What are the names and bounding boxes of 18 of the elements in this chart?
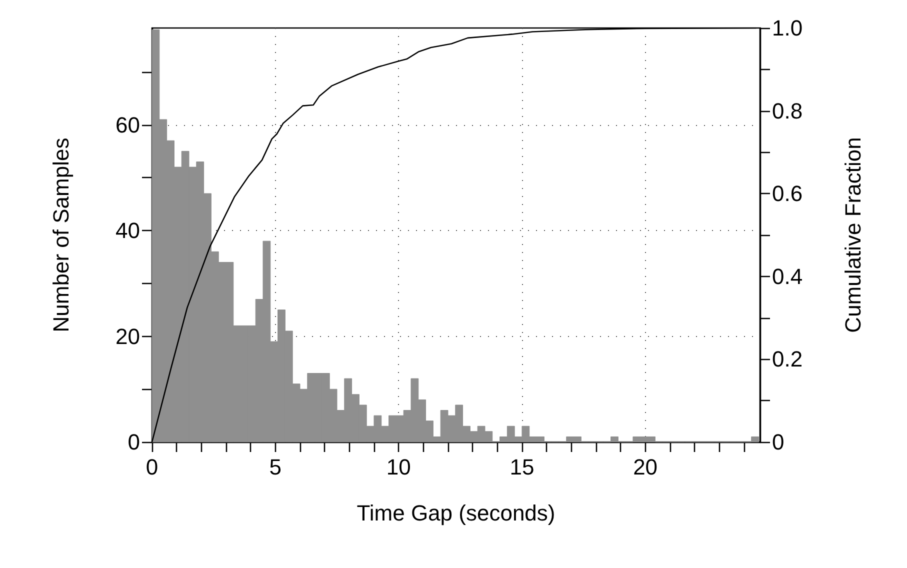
y2-axis-title: Cumulative Fraction (840, 137, 866, 333)
y-tick-label: 40 (116, 218, 140, 244)
y-tick-label: 60 (116, 112, 140, 138)
x-axis-title: Time Gap (seconds) (356, 500, 556, 526)
x-tick-label: 20 (633, 454, 658, 480)
y-tick-label: 20 (116, 324, 140, 349)
y-axis-title: Number of Samples (48, 138, 74, 332)
y2-tick-label: 0.2 (772, 346, 803, 372)
y-tick-label: 0 (128, 430, 140, 454)
y2-tick-label: 1.0 (772, 16, 803, 40)
y2-tick-label: 0.8 (772, 98, 803, 124)
x-tick-label: 15 (510, 454, 534, 480)
y2-tick-label: 0.4 (772, 264, 803, 289)
y2-tick-label: 0.6 (772, 181, 803, 206)
x-tick-label: 10 (386, 454, 411, 480)
x-tick-label: 5 (269, 454, 282, 480)
x-tick-label: 0 (146, 454, 158, 480)
y2-tick-label: 0 (772, 430, 784, 454)
